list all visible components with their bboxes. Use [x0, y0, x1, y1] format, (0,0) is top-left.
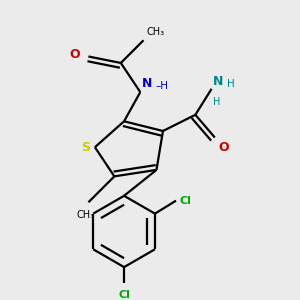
Text: CH₃: CH₃: [147, 27, 165, 37]
Text: N: N: [142, 77, 152, 91]
Text: S: S: [81, 141, 90, 154]
Text: –H: –H: [156, 81, 169, 91]
Text: CH₃: CH₃: [76, 210, 94, 220]
Text: H: H: [213, 97, 220, 107]
Text: O: O: [218, 141, 229, 154]
Text: Cl: Cl: [118, 290, 130, 300]
Text: H: H: [227, 79, 235, 88]
Text: Cl: Cl: [179, 196, 191, 206]
Text: N: N: [213, 75, 224, 88]
Text: O: O: [70, 48, 80, 62]
